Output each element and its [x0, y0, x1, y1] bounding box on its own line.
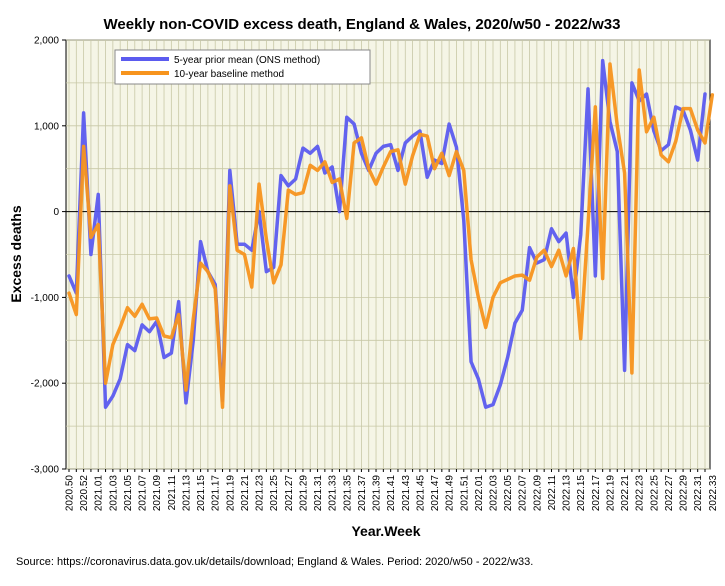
y-tick-label: 0: [53, 207, 59, 218]
x-tick-label: 2022.27: [664, 475, 675, 512]
x-tick-label: 2021.11: [167, 475, 178, 511]
series-line-10yr-baseline: [67, 62, 715, 409]
x-tick-label: 2021.41: [386, 475, 397, 512]
x-tick-label: 2021.19: [225, 475, 236, 512]
x-tick-label: 2021.17: [211, 475, 222, 512]
x-tick-label: 2022.01: [474, 475, 485, 512]
x-tick-label: 2022.17: [591, 475, 602, 512]
x-tick-label: 2021.15: [196, 475, 207, 512]
chart: Weekly non-COVID excess death, England &…: [8, 16, 719, 539]
data-series: [67, 58, 715, 409]
x-tick-label: 2021.27: [284, 475, 295, 512]
x-tick-label: 2021.45: [415, 475, 426, 512]
x-tick-label: 2021.03: [108, 475, 119, 512]
x-tick-label: 2021.39: [372, 475, 383, 512]
y-axis-title: Excess deaths: [8, 205, 24, 302]
x-tick-label: 2020.50: [65, 475, 76, 512]
legend-label-baseline-method: 10-year baseline method: [174, 69, 284, 80]
x-tick-label: 2021.31: [313, 475, 324, 512]
x-tick-label: 2022.25: [649, 475, 660, 512]
legend: 5-year prior mean (ONS method) 10-year b…: [114, 49, 371, 85]
x-tick-label: 2021.37: [357, 475, 368, 512]
x-tick-label: 2022.13: [562, 475, 573, 512]
x-tick-label: 2022.33: [708, 475, 719, 512]
x-tick-label: 2020.52: [79, 475, 90, 512]
x-tick-label: 2021.09: [152, 475, 163, 512]
y-tick-label: -2,000: [31, 379, 60, 390]
x-tick-label: 2022.23: [635, 475, 646, 512]
y-tick-label: 1,000: [34, 121, 59, 132]
x-tick-label: 2021.49: [445, 475, 456, 512]
source-note: Source: https://coronavirus.data.gov.uk/…: [16, 556, 534, 568]
x-tick-label: 2022.31: [693, 475, 704, 512]
x-tick-label: 2022.21: [620, 475, 631, 512]
x-tick-label: 2021.47: [430, 475, 441, 512]
x-tick-label: 2022.05: [503, 475, 514, 512]
x-axis-title: Year.Week: [351, 523, 420, 539]
x-tick-label: 2021.51: [459, 475, 470, 512]
x-tick-label: 2022.09: [532, 475, 543, 512]
x-tick-label: 2021.13: [181, 475, 192, 512]
x-tick-label: 2021.23: [255, 475, 266, 512]
x-tick-label: 2021.05: [123, 475, 134, 512]
x-tick-label: 2021.21: [240, 475, 251, 512]
x-tick-label: 2021.33: [328, 475, 339, 512]
legend-box: [114, 49, 371, 85]
x-tick-label: 2022.07: [518, 475, 529, 512]
legend-label-ons-method: 5-year prior mean (ONS method): [174, 55, 320, 66]
y-tick-label: -1,000: [31, 293, 60, 304]
y-tick-label: 2,000: [34, 36, 59, 47]
y-tick-label: -3,000: [31, 465, 60, 476]
x-tick-label: 2022.11: [547, 475, 558, 511]
x-tick-label: 2022.29: [679, 475, 690, 512]
x-tick-label: 2021.25: [269, 475, 280, 512]
x-tick-label: 2022.03: [489, 475, 500, 512]
chart-title: Weekly non-COVID excess death, England &…: [104, 16, 621, 33]
x-tick-label: 2021.35: [342, 475, 353, 512]
x-tick-label: 2021.29: [298, 475, 309, 512]
x-tick-label: 2021.07: [138, 475, 149, 512]
x-tick-label: 2022.19: [605, 475, 616, 512]
x-axis: 2020.50 2020.52 2021.01 2021.03 2021.05 2021.…: [65, 469, 719, 511]
x-tick-label: 2022.15: [576, 475, 587, 512]
x-tick-label: 2021.01: [94, 475, 105, 512]
y-axis: -3,000 -2,000 -1,000 0 1,000 2,000: [31, 36, 66, 476]
x-tick-label: 2021.43: [401, 475, 412, 512]
